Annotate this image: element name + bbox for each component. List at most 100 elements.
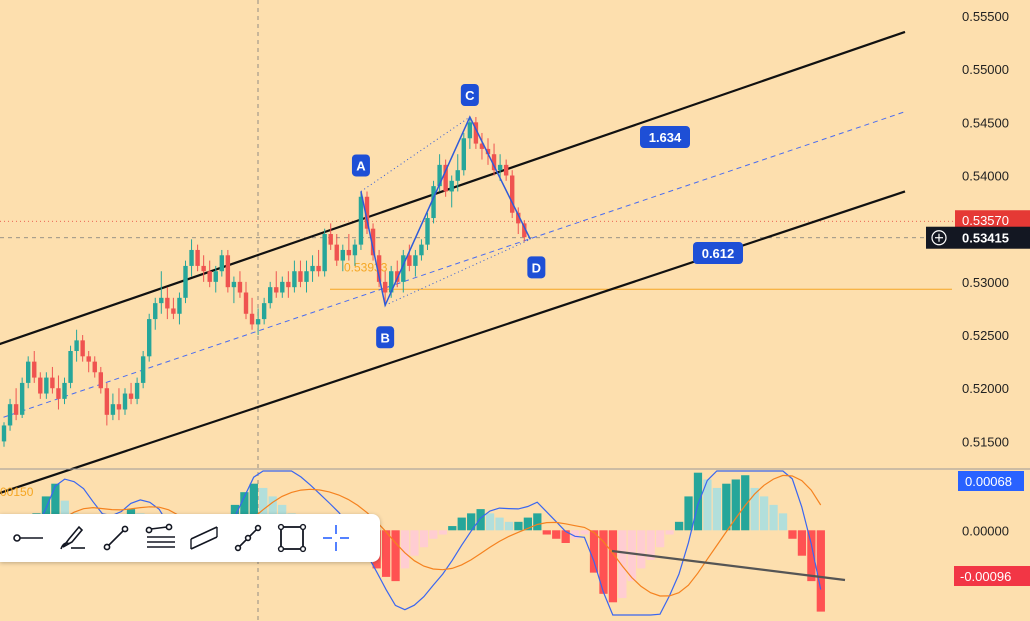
macd-histogram-bar [760,496,769,531]
current-price-tag-text: 0.53415 [962,231,1009,246]
macd-histogram-bar [788,530,797,539]
candle-body [491,154,497,171]
candle-body [122,393,128,410]
pattern-point-b-label-text: B [380,330,389,345]
macd-histogram-bar [656,530,665,548]
candle-body [280,281,285,293]
candle-body [26,361,31,383]
candle-body [177,297,182,314]
candle-body [98,372,103,389]
price-axis-tick: 0.52500 [962,328,1009,343]
macd-zero-label: 0.00000 [962,523,1009,538]
candle-body [352,244,358,256]
trend-line-tool[interactable] [94,516,138,560]
candle-body [431,186,436,219]
macd-histogram-bar [467,513,476,531]
candle-body [449,180,454,192]
candle-body [104,388,110,415]
candle-body [437,164,442,187]
candle-body [346,249,352,256]
macd-histogram-bar [797,530,807,556]
macd-histogram-bar [542,530,551,535]
candle-body [213,271,218,282]
macd-histogram-bar [778,513,788,531]
macd-histogram-bar [693,472,703,531]
macd-histogram-bar [552,530,561,539]
macd-negative-tag-bg [954,566,1030,586]
pattern-point-d-label: D [527,256,546,279]
macd-histogram-bar [485,513,495,531]
crosshair-tool[interactable] [314,516,358,560]
macd-positive-tag-text: 0.00068 [965,474,1012,489]
rectangle-tool[interactable] [270,516,314,560]
price-axis-tick: 0.54000 [962,169,1009,184]
pattern-point-a-label-bg [351,154,370,177]
candle-body [140,356,146,383]
pattern-point-d-label-text: D [532,260,541,275]
candle-body [292,271,297,288]
candle-body [249,313,255,325]
candle-body [219,255,224,272]
macd-histogram-bar [429,530,438,539]
pattern-point-b-label: B [376,326,395,349]
brush-icon [60,525,85,550]
candle-body [92,361,97,373]
pattern-ratio-ac-label-text: 1.634 [649,130,682,145]
candle-body [50,377,55,389]
macd-histogram-bar [249,483,258,531]
price-axis-tick: 0.52000 [962,381,1009,396]
channel-lower-line [0,190,906,495]
macd-histogram-bar [268,496,277,531]
macd-negative-tag-text: -0.00096 [960,569,1011,584]
candle-body [286,281,291,288]
fib-retracement-tool[interactable] [138,516,182,560]
horizontal-ray-icon [13,534,43,542]
abcd-pattern-path [360,115,532,308]
candle-body [243,292,249,314]
macd-histogram-bar [476,509,485,531]
price-axis-tick: 0.53000 [962,275,1009,290]
candle-body [461,138,466,171]
candle-body [328,234,333,245]
candle-body [110,404,116,415]
last-price-tag-text: 0.53570 [962,213,1009,228]
macd-divergence-line [611,549,846,582]
pattern-point-b-label-bg [376,326,395,349]
candle-body [44,377,49,394]
candle-body [274,287,279,293]
candle-body [358,196,364,245]
macd-histogram-bar [410,530,419,556]
candle-body [231,281,237,288]
candle-body [322,234,327,272]
parallel-channel-tool[interactable] [182,516,226,560]
pattern-point-c-label: C [460,84,479,106]
candle-body [255,319,261,325]
macd-histogram-bar [571,530,580,539]
macd-histogram-bar [391,530,400,582]
path-tool[interactable] [226,516,270,560]
plus-circle-icon[interactable] [931,230,947,246]
brush-tool[interactable] [50,516,94,560]
candle-body [389,271,394,293]
candle-body [128,393,134,399]
candle-body [56,388,61,399]
candle-body [268,287,273,304]
macd-histogram-bar [533,513,542,531]
candle-body [370,228,376,256]
macd-histogram-bar [51,483,60,531]
macd-histogram-bar [495,517,504,531]
macd-histogram-bar [731,479,740,531]
candle-body [503,164,509,176]
candle-body [455,170,460,181]
macd-histogram-bar [816,530,825,612]
macd-line [7,470,822,616]
macd-histogram-bar [523,517,532,531]
candle-body [134,382,140,399]
macd-left-value-label: 00150 [0,485,34,499]
candle-body [334,244,339,261]
drawing-toolbar [0,514,380,562]
candle-body [159,297,164,304]
candle-body [419,244,424,256]
pattern-ratio-bd-label-bg [693,242,743,264]
horizontal-ray-tool[interactable] [6,516,50,560]
